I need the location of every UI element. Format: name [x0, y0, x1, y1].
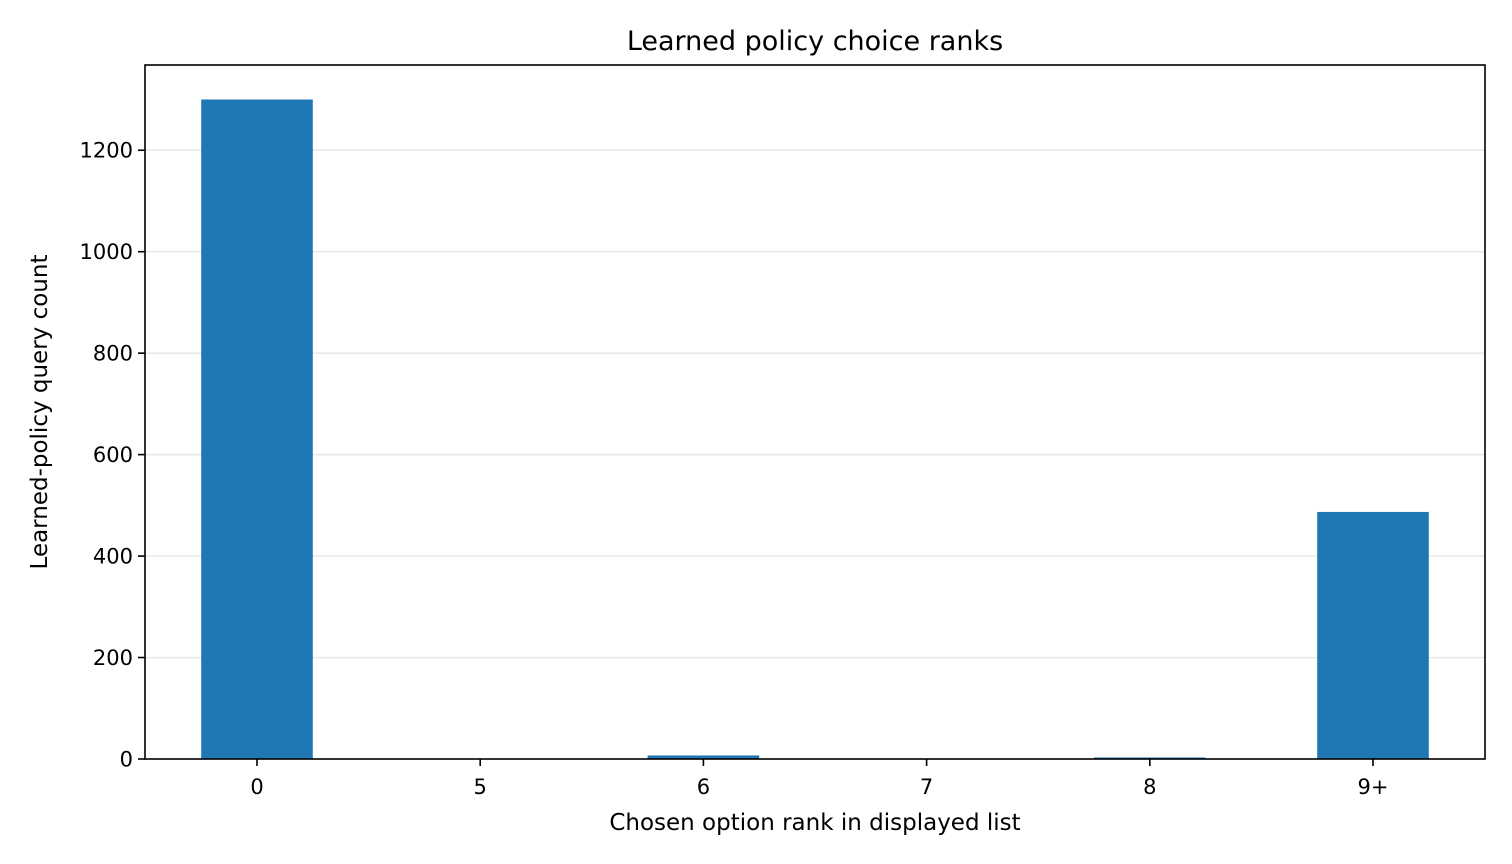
- y-tick-label: 400: [93, 545, 133, 569]
- y-tick-label: 1200: [80, 139, 133, 163]
- x-tick-label: 0: [250, 775, 263, 799]
- gridlines: [145, 149, 1485, 659]
- bar-0: [201, 99, 313, 760]
- x-axis-label: Chosen option rank in displayed list: [609, 810, 1020, 836]
- bars: [201, 99, 1429, 760]
- x-tick-label: 8: [1143, 775, 1156, 799]
- y-tick-label: 800: [93, 342, 133, 366]
- y-tick-label: 600: [93, 443, 133, 467]
- bar-9+: [1317, 511, 1429, 759]
- x-tick-label: 7: [920, 775, 933, 799]
- x-tick-label: 6: [697, 775, 710, 799]
- y-axis-label: Learned-policy query count: [27, 255, 53, 570]
- y-axis-ticks: 0 200 400 600 800 1000 1200: [80, 139, 145, 772]
- plot-frame: [144, 64, 1486, 760]
- x-tick-label: 5: [474, 775, 487, 799]
- y-tick-label: 1000: [80, 240, 133, 264]
- chart-title: Learned policy choice ranks: [627, 26, 1003, 57]
- bar-6: [647, 755, 760, 759]
- y-tick-label: 0: [120, 748, 133, 772]
- x-axis-ticks: 0 5 6 7 8 9+: [250, 759, 1388, 799]
- x-tick-label: 9+: [1358, 775, 1389, 799]
- y-tick-label: 200: [93, 646, 133, 670]
